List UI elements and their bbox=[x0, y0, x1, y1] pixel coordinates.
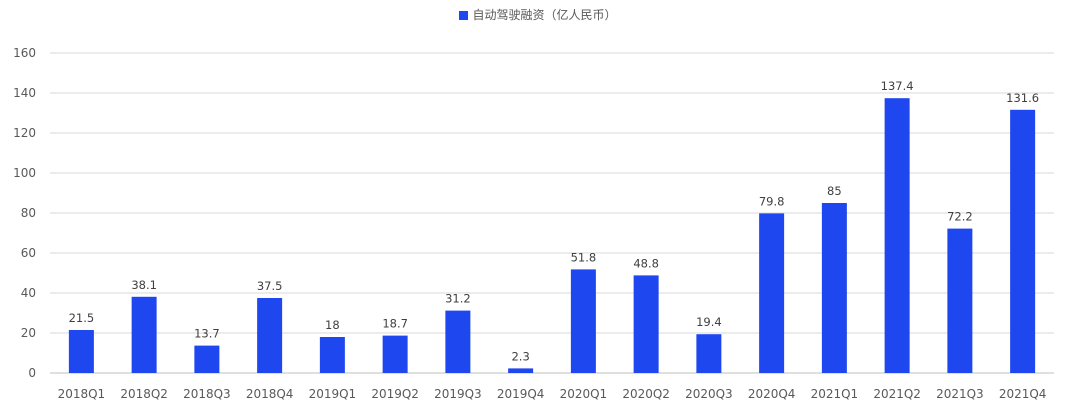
x-tick-label: 2020Q1 bbox=[560, 387, 608, 401]
data-labels: 21.5 38.1 13.7 37.5 18 18.7 31.2 2.3 51.8 48.8 19.… bbox=[69, 79, 1040, 363]
x-tick-label: 2019Q4 bbox=[497, 387, 545, 401]
legend: 自动驾驶融资（亿人民币） bbox=[0, 6, 1076, 24]
bar bbox=[319, 337, 345, 373]
data-label: 2.3 bbox=[511, 349, 529, 363]
legend-swatch bbox=[459, 11, 469, 20]
x-tick-label: 2019Q1 bbox=[309, 387, 357, 401]
data-label: 51.8 bbox=[571, 250, 597, 264]
data-label: 38.1 bbox=[131, 278, 157, 292]
bar bbox=[821, 203, 847, 373]
bar bbox=[257, 298, 283, 373]
bar bbox=[445, 310, 471, 373]
y-tick-label: 0 bbox=[28, 366, 36, 380]
data-label: 13.7 bbox=[194, 327, 220, 341]
y-tick-label: 160 bbox=[13, 46, 36, 60]
y-tick-label: 100 bbox=[13, 166, 36, 180]
bar bbox=[696, 334, 722, 373]
x-tick-label: 2020Q2 bbox=[622, 387, 670, 401]
bar bbox=[570, 269, 596, 373]
x-tick-label: 2021Q3 bbox=[936, 387, 984, 401]
bar bbox=[131, 296, 157, 373]
bar bbox=[633, 275, 659, 373]
legend-label: 自动驾驶融资（亿人民币） bbox=[472, 8, 617, 22]
bar bbox=[884, 98, 910, 373]
x-tick-label: 2018Q2 bbox=[120, 387, 168, 401]
x-axis-ticks: 2018Q1 2018Q2 2018Q3 2018Q4 2019Q1 2019Q2 2019… bbox=[58, 387, 1047, 401]
y-tick-label: 80 bbox=[21, 206, 36, 220]
data-label: 37.5 bbox=[257, 279, 283, 293]
x-tick-label: 2018Q3 bbox=[183, 387, 231, 401]
data-label: 137.4 bbox=[881, 79, 914, 93]
x-tick-label: 2019Q2 bbox=[371, 387, 419, 401]
x-tick-label: 2018Q1 bbox=[58, 387, 106, 401]
bar bbox=[947, 228, 973, 373]
x-tick-label: 2021Q1 bbox=[811, 387, 859, 401]
data-label: 21.5 bbox=[69, 311, 95, 325]
y-tick-label: 120 bbox=[13, 126, 36, 140]
y-tick-label: 40 bbox=[21, 286, 36, 300]
data-label: 79.8 bbox=[759, 194, 785, 208]
bar bbox=[68, 330, 94, 373]
data-label: 131.6 bbox=[1006, 91, 1039, 105]
x-tick-label: 2021Q4 bbox=[999, 387, 1047, 401]
data-label: 72.2 bbox=[947, 210, 973, 224]
x-tick-label: 2020Q4 bbox=[748, 387, 796, 401]
x-tick-label: 2020Q3 bbox=[685, 387, 733, 401]
bar bbox=[382, 335, 408, 373]
data-label: 18 bbox=[325, 318, 340, 332]
data-label: 18.7 bbox=[382, 317, 408, 331]
y-tick-label: 140 bbox=[13, 86, 36, 100]
data-label: 31.2 bbox=[445, 292, 471, 306]
data-label: 85 bbox=[827, 184, 842, 198]
bars bbox=[68, 98, 1036, 374]
y-tick-label: 60 bbox=[21, 246, 36, 260]
bar bbox=[1010, 109, 1036, 374]
data-label: 48.8 bbox=[633, 256, 659, 270]
y-tick-label: 20 bbox=[21, 326, 36, 340]
x-tick-label: 2021Q2 bbox=[873, 387, 921, 401]
bar bbox=[508, 368, 534, 373]
x-tick-label: 2019Q3 bbox=[434, 387, 482, 401]
bar bbox=[194, 345, 220, 373]
y-axis-ticks: 0 20 40 60 80 100 120 140 160 bbox=[13, 46, 36, 380]
x-tick-label: 2018Q4 bbox=[246, 387, 294, 401]
data-label: 19.4 bbox=[696, 315, 722, 329]
bar bbox=[759, 213, 785, 373]
